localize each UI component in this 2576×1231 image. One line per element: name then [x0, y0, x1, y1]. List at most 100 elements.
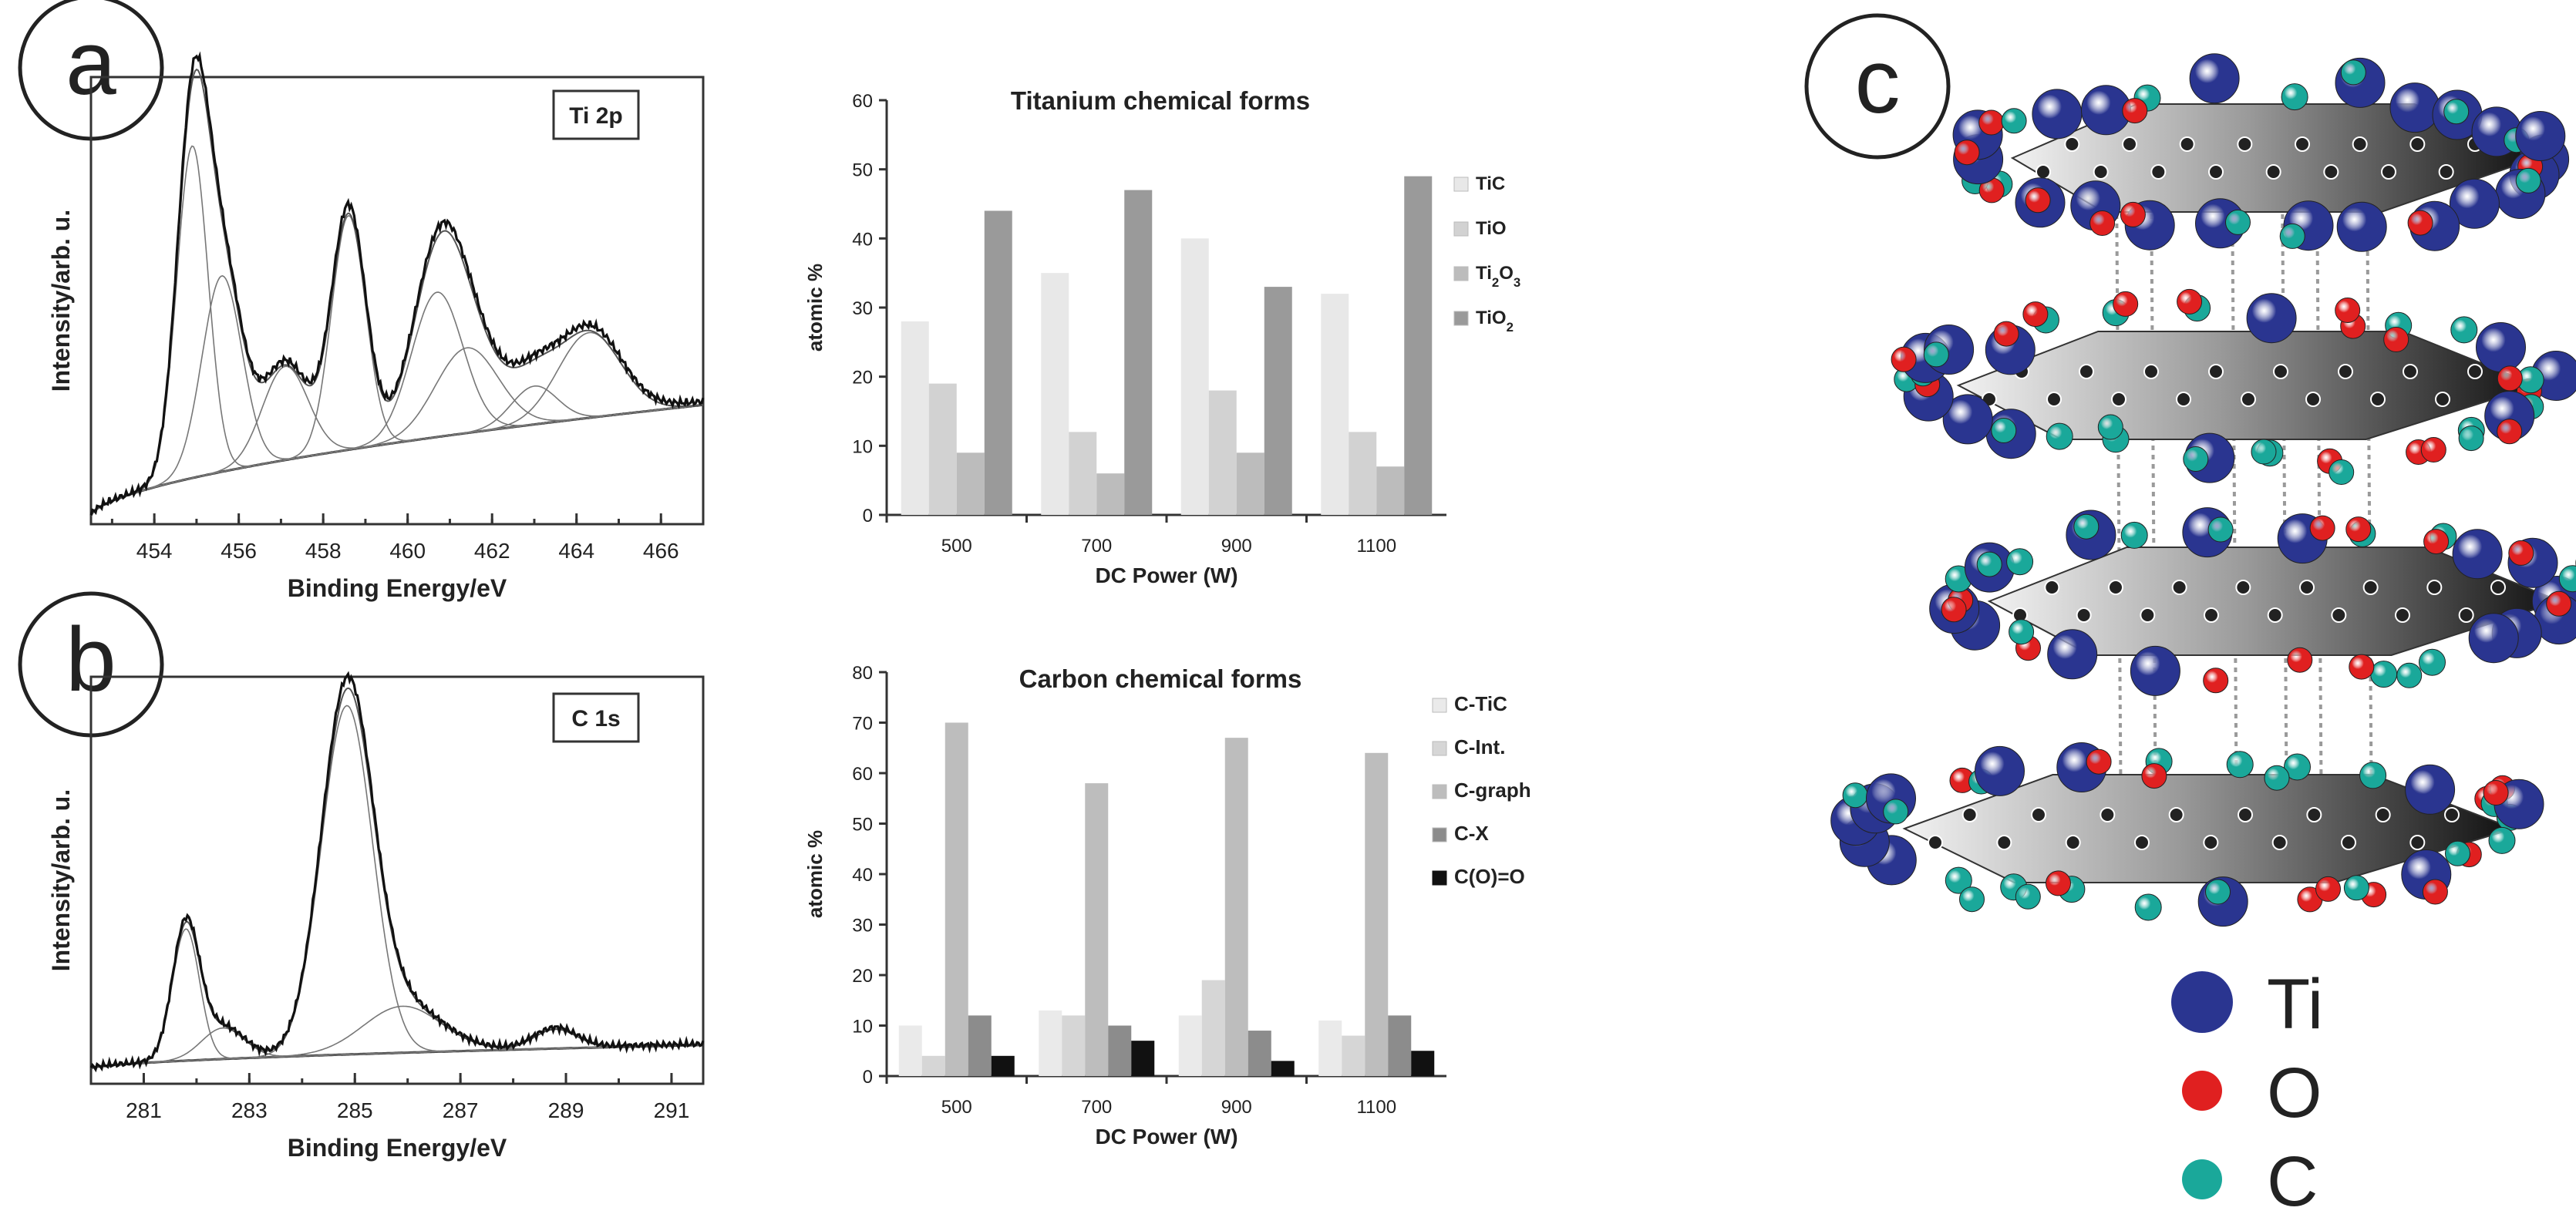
c-atom — [2359, 762, 2387, 789]
c-atom — [2009, 619, 2035, 645]
backbone-atom — [2362, 580, 2379, 595]
backbone-atom — [2204, 607, 2219, 623]
bar — [1039, 1010, 1062, 1076]
legend-swatch — [1432, 827, 1447, 843]
c-atom — [1959, 886, 1985, 913]
ti-atom — [2032, 89, 2083, 140]
c-atom — [2329, 459, 2355, 485]
ti-atom — [2336, 201, 2387, 252]
o-atom — [2122, 98, 2148, 124]
bar — [901, 321, 929, 515]
o-atom — [2497, 419, 2523, 445]
category-label: 500 — [941, 536, 972, 557]
legend-label: Ti2O3 — [1476, 263, 1520, 290]
atomic-layer — [1952, 53, 2570, 252]
bar — [921, 1055, 945, 1076]
c-atom — [1883, 799, 1909, 825]
x-tick-label: 456 — [221, 539, 257, 563]
backbone-atom — [2100, 807, 2116, 822]
bar — [1069, 432, 1097, 515]
c-atom — [2073, 513, 2100, 540]
c-atom — [2396, 662, 2423, 688]
backbone-atom — [2208, 364, 2224, 379]
o-atom — [2349, 654, 2375, 680]
bar — [1062, 1015, 1086, 1076]
o-atom — [2420, 437, 2446, 462]
bar — [1411, 1051, 1435, 1076]
y-axis-label: Intensity/arb. u. — [47, 789, 75, 971]
o-atom — [1941, 597, 1967, 623]
c-atom — [2264, 765, 2290, 791]
legend-label: TiO — [1476, 218, 1507, 239]
backbone-atom — [2122, 136, 2137, 152]
c-atom — [2001, 108, 2027, 134]
o-atom — [1891, 346, 1917, 372]
backbone-atom — [2064, 136, 2080, 152]
bar — [1201, 980, 1225, 1076]
panel-letter-c: c — [1855, 31, 1901, 133]
c-atom — [1991, 418, 2017, 443]
plot-frame — [89, 76, 705, 526]
backbone-atom — [2341, 835, 2356, 850]
o-atom — [2086, 748, 2112, 775]
component-peak — [90, 215, 704, 516]
backbone-atom — [2444, 807, 2460, 822]
bar — [1264, 287, 1292, 515]
bar — [991, 1055, 1015, 1076]
legend-label: C(O)=O — [1454, 865, 1525, 888]
bar — [1365, 752, 1389, 1076]
x-tick-label: 462 — [474, 539, 510, 563]
o-atom — [2407, 210, 2433, 236]
o-atom — [2422, 879, 2448, 905]
backbone-atom — [2171, 580, 2187, 595]
bar — [945, 722, 968, 1076]
o-atom — [1978, 109, 2005, 136]
bar — [1180, 238, 1209, 515]
legend-swatch — [1432, 784, 1447, 799]
panel-b-label: b — [18, 591, 164, 738]
component-peak — [90, 347, 704, 516]
bar — [1041, 273, 1069, 515]
backbone-atom — [1961, 807, 1978, 822]
backbone-atom — [2352, 136, 2368, 152]
bar — [1208, 390, 1237, 515]
spectrum-label: C 1s — [571, 706, 620, 732]
legend-label: TiC — [1476, 173, 1505, 194]
category-label: 900 — [1221, 1097, 1252, 1118]
legend-label: C-Int. — [1454, 735, 1505, 758]
backbone-atom — [2111, 392, 2126, 407]
backbone-atom — [2076, 607, 2092, 623]
x-tick-label: 285 — [337, 1098, 373, 1122]
backbone-atom — [2273, 364, 2288, 379]
c-atom — [2205, 879, 2231, 905]
chart-title: Carbon chemical forms — [1019, 664, 1302, 693]
c-atom — [2225, 209, 2251, 235]
bar — [1321, 294, 1349, 515]
ti-atom — [2449, 178, 2500, 229]
backbone-atom — [2299, 580, 2315, 595]
c-atom — [2251, 439, 2277, 465]
legend-label: C-graph — [1454, 779, 1531, 802]
legend-atom-label: Ti — [2267, 965, 2323, 1044]
legend-atom-swatch — [2182, 1159, 2222, 1199]
component-peak — [90, 705, 704, 1069]
o-atom — [2315, 876, 2341, 902]
bar — [1131, 1041, 1155, 1076]
bar — [1096, 473, 1125, 515]
category-label: 500 — [941, 1097, 972, 1118]
ti-atom — [1942, 394, 1993, 445]
x-tick-label: 466 — [643, 539, 679, 563]
bar — [1318, 1020, 1342, 1076]
interlayer-bond — [2281, 177, 2288, 841]
ti-atom — [2476, 322, 2526, 372]
backbone-atom — [2370, 392, 2386, 407]
backbone-atom — [2168, 807, 2184, 822]
y-tick-label: 50 — [852, 160, 873, 181]
backbone-atom — [2108, 580, 2123, 595]
backbone-atom — [1928, 835, 1943, 850]
panel-c-label: c — [1804, 13, 1951, 160]
y-tick-label: 30 — [852, 916, 873, 937]
c-atom — [2281, 83, 2308, 111]
legend-swatch — [1453, 177, 1469, 192]
